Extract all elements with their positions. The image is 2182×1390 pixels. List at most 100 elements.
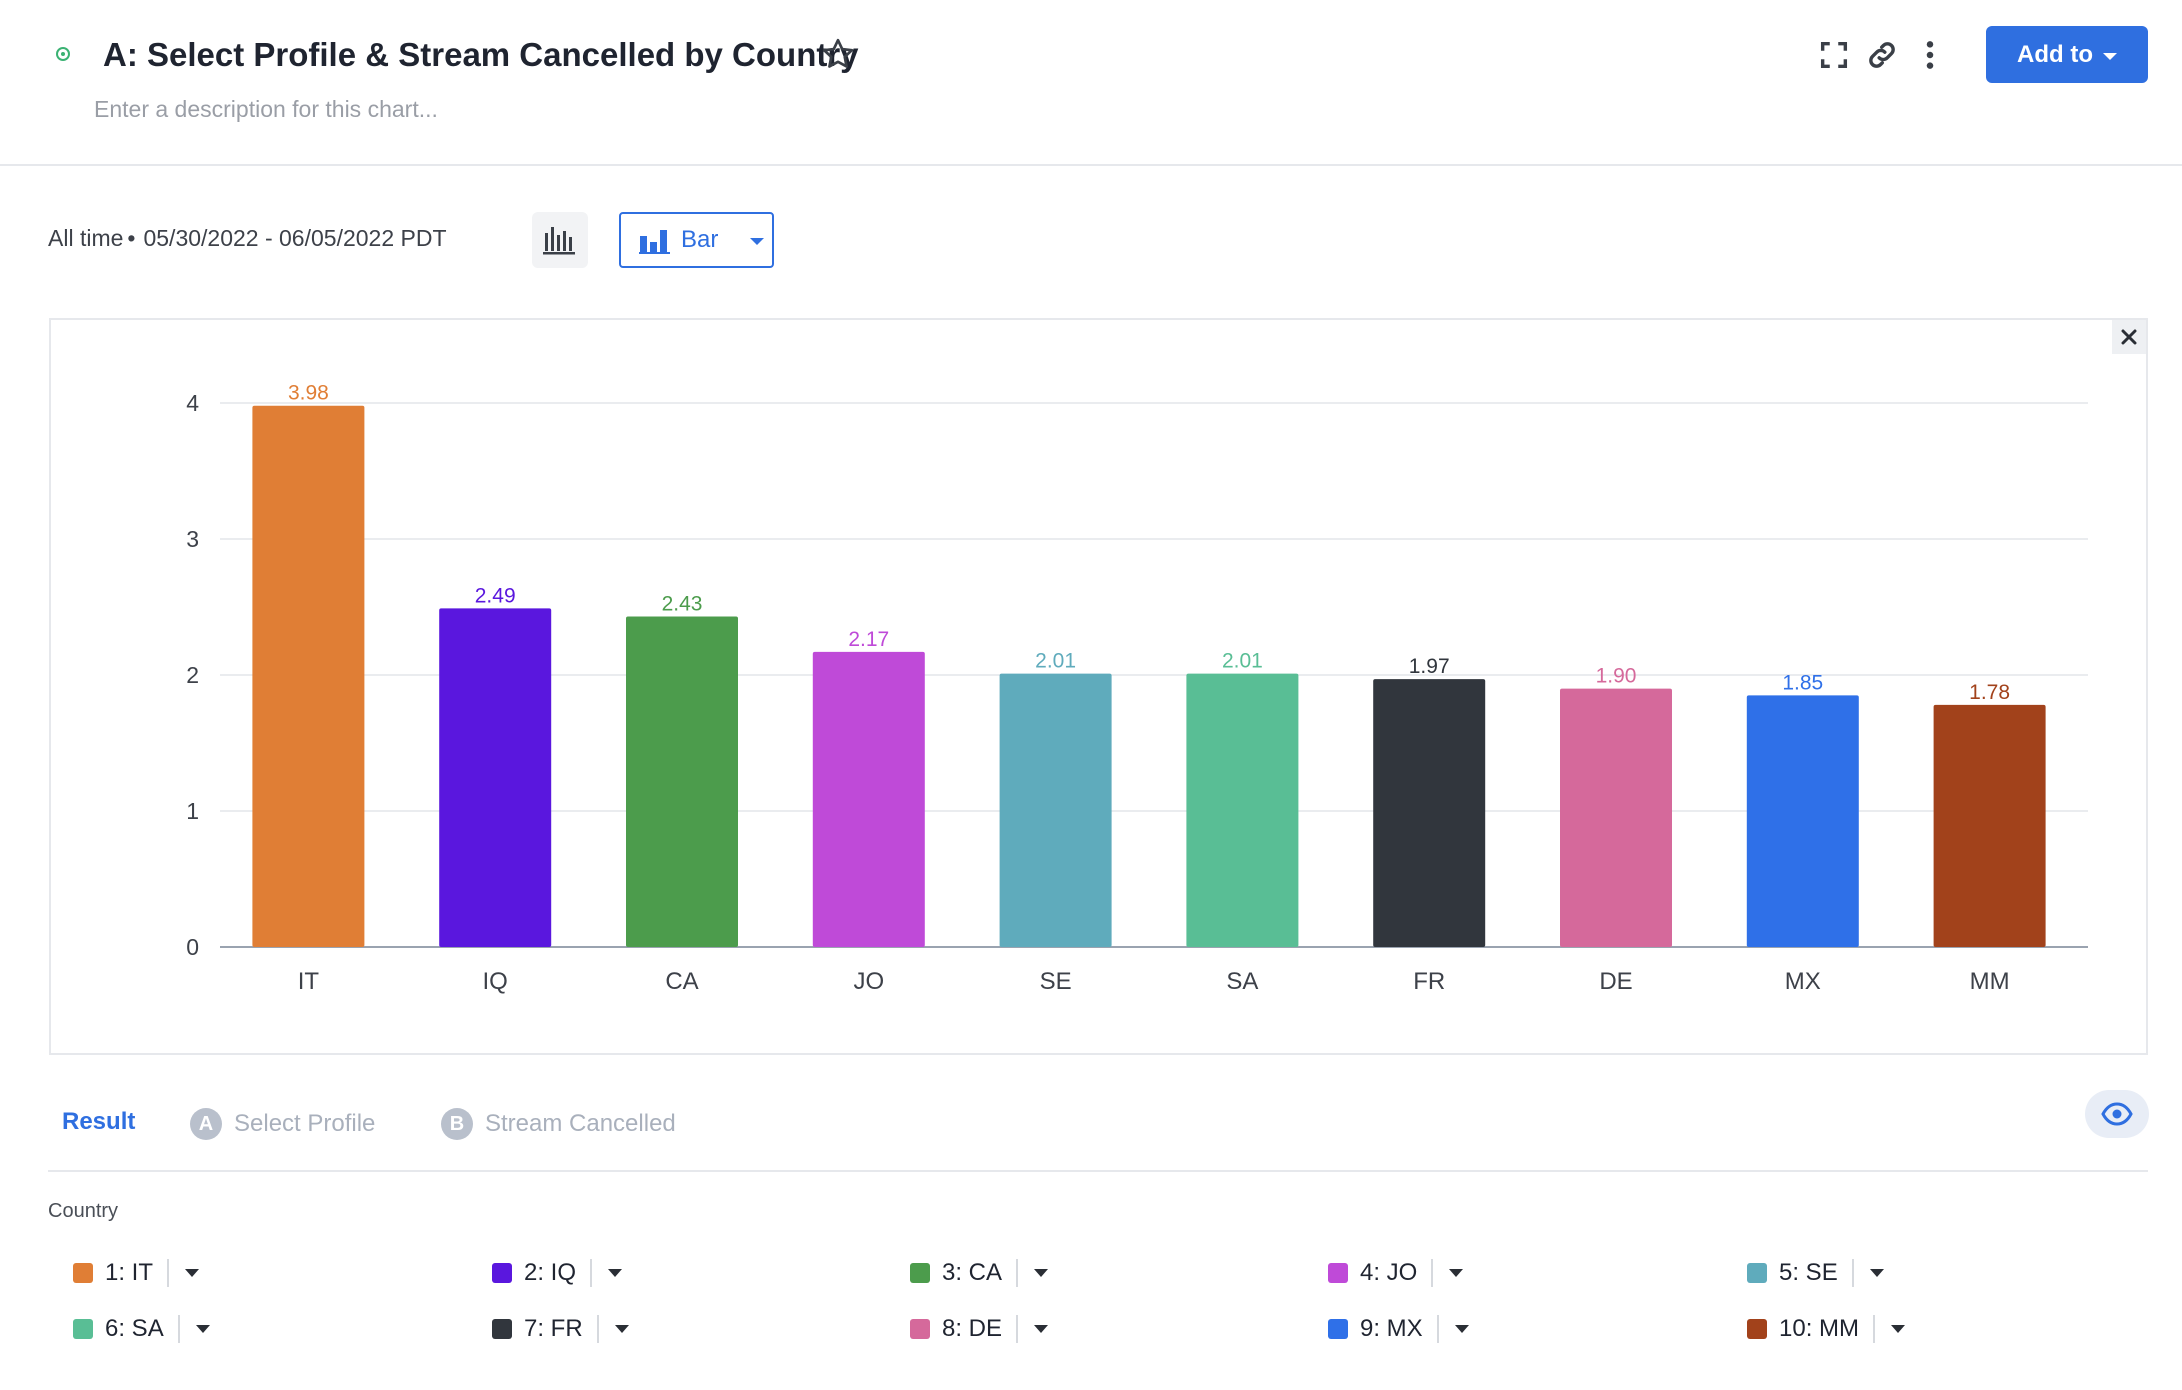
legend-item-label: 5: SE bbox=[1779, 1259, 1838, 1286]
tab-result[interactable]: Result bbox=[62, 1108, 135, 1136]
chevron-down-icon[interactable] bbox=[1454, 1325, 1469, 1333]
legend-swatch bbox=[492, 1319, 512, 1339]
legend-item[interactable]: 8: DE bbox=[910, 1315, 1049, 1343]
result-tabs: Result A Select Profile B Stream Cancell… bbox=[0, 1090, 2182, 1170]
chart-title[interactable]: A: Select Profile & Stream Cancelled by … bbox=[103, 36, 859, 73]
legend-item-label: 6: SA bbox=[105, 1315, 164, 1342]
section-divider bbox=[48, 1170, 2148, 1172]
legend-separator bbox=[1431, 1259, 1434, 1287]
close-icon bbox=[2121, 329, 2137, 345]
bar bbox=[1746, 695, 1859, 947]
legend-item-label: 9: MX bbox=[1360, 1315, 1423, 1342]
legend-title: Country bbox=[48, 1200, 119, 1222]
legend-separator bbox=[596, 1315, 599, 1343]
legend-item[interactable]: 7: FR bbox=[492, 1315, 629, 1343]
description-input[interactable]: Enter a description for this chart... bbox=[94, 96, 438, 122]
x-tick-label: JO bbox=[853, 968, 884, 995]
separator-dot: • bbox=[127, 225, 136, 251]
bar bbox=[252, 405, 365, 948]
legend-item[interactable]: 9: MX bbox=[1328, 1315, 1469, 1343]
legend-swatch bbox=[1328, 1263, 1348, 1283]
x-tick-label: CA bbox=[665, 968, 698, 995]
tab-stream-cancelled-label: Stream Cancelled bbox=[485, 1110, 676, 1137]
bar bbox=[1373, 679, 1486, 947]
tab-select-profile-label: Select Profile bbox=[234, 1110, 376, 1137]
chart-options-button[interactable] bbox=[532, 212, 588, 268]
legend-item-label: 2: IQ bbox=[524, 1259, 577, 1286]
tab-select-profile[interactable]: A Select Profile bbox=[190, 1108, 375, 1140]
data-label: 2.01 bbox=[1035, 650, 1076, 673]
chevron-down-icon[interactable] bbox=[614, 1325, 629, 1333]
tab-stream-cancelled[interactable]: B Stream Cancelled bbox=[441, 1108, 676, 1140]
data-label: 1.85 bbox=[1782, 671, 1823, 694]
legend-item-label: 8: DE bbox=[942, 1315, 1003, 1342]
data-label: 2.43 bbox=[662, 593, 703, 616]
legend-separator bbox=[1016, 1315, 1019, 1343]
more-options-icon[interactable] bbox=[1913, 38, 1947, 72]
bar bbox=[1560, 688, 1672, 947]
chevron-down-icon bbox=[750, 237, 765, 245]
legend-swatch bbox=[910, 1263, 930, 1283]
x-tick-label: DE bbox=[1599, 968, 1632, 995]
legend-item[interactable]: 3: CA bbox=[910, 1259, 1049, 1287]
x-tick-label: IT bbox=[298, 968, 320, 995]
chevron-down-icon[interactable] bbox=[185, 1269, 200, 1277]
chevron-down-icon[interactable] bbox=[1449, 1269, 1464, 1277]
legend-separator bbox=[1436, 1315, 1439, 1343]
chart-type-label: Bar bbox=[681, 226, 719, 253]
x-tick-label: MM bbox=[1970, 968, 2010, 995]
data-label: 2.49 bbox=[475, 584, 516, 607]
x-tick-label: FR bbox=[1413, 968, 1445, 995]
chevron-down-icon[interactable] bbox=[608, 1269, 623, 1277]
y-tick-label: 0 bbox=[186, 934, 199, 960]
bar bbox=[626, 616, 738, 947]
legend-item[interactable]: 6: SA bbox=[73, 1315, 210, 1343]
legend-separator bbox=[1851, 1259, 1854, 1287]
legend-swatch bbox=[492, 1263, 512, 1283]
legend-swatch bbox=[910, 1319, 930, 1339]
legend-item[interactable]: 2: IQ bbox=[492, 1259, 623, 1287]
chevron-down-icon[interactable] bbox=[1869, 1269, 1884, 1277]
data-label: 1.78 bbox=[1969, 681, 2010, 704]
legend-item-label: 1: IT bbox=[105, 1259, 154, 1286]
chevron-down-icon[interactable] bbox=[1034, 1325, 1049, 1333]
chevron-down-icon[interactable] bbox=[1034, 1269, 1049, 1277]
eye-icon bbox=[2101, 1102, 2133, 1126]
legend-item[interactable]: 5: SE bbox=[1747, 1259, 1884, 1287]
y-tick-label: 2 bbox=[186, 662, 199, 688]
event-a-badge: A bbox=[190, 1108, 222, 1140]
close-chart-button[interactable] bbox=[2112, 320, 2146, 354]
tab-result-label: Result bbox=[62, 1108, 136, 1135]
star-icon[interactable] bbox=[820, 36, 856, 72]
fullscreen-icon[interactable] bbox=[1817, 38, 1851, 72]
legend-item[interactable]: 1: IT bbox=[73, 1259, 200, 1287]
data-label: 1.90 bbox=[1596, 665, 1637, 688]
bar bbox=[1186, 673, 1299, 947]
legend-item-label: 7: FR bbox=[524, 1315, 583, 1342]
legend-separator bbox=[167, 1259, 170, 1287]
bar bbox=[999, 673, 1112, 947]
link-icon[interactable] bbox=[1865, 38, 1899, 72]
bar-chart-icon bbox=[639, 230, 670, 254]
legend-item[interactable]: 4: JO bbox=[1328, 1259, 1464, 1287]
date-range-selector[interactable]: All time • 05/30/2022 - 06/05/2022 PDT bbox=[48, 225, 447, 252]
legend-swatch bbox=[73, 1263, 93, 1283]
data-label: 2.17 bbox=[848, 628, 889, 651]
data-label: 2.01 bbox=[1222, 650, 1263, 673]
chevron-down-icon[interactable] bbox=[1891, 1325, 1906, 1333]
visibility-toggle-button[interactable] bbox=[2085, 1090, 2149, 1138]
legend-item-label: 10: MM bbox=[1779, 1315, 1860, 1342]
add-to-label: Add to bbox=[2017, 40, 2093, 68]
date-range-text: 05/30/2022 - 06/05/2022 PDT bbox=[143, 225, 447, 251]
bar bbox=[439, 608, 552, 947]
chevron-down-icon[interactable] bbox=[195, 1325, 210, 1333]
legend-swatch bbox=[1328, 1319, 1348, 1339]
x-tick-label: IQ bbox=[483, 968, 508, 995]
legend-item-label: 4: JO bbox=[1360, 1259, 1418, 1286]
legend-item[interactable]: 10: MM bbox=[1747, 1315, 1906, 1343]
y-tick-label: 1 bbox=[186, 798, 199, 824]
y-tick-label: 3 bbox=[186, 526, 199, 552]
chart-type-dropdown[interactable]: Bar bbox=[619, 212, 774, 268]
add-to-button[interactable]: Add to bbox=[1986, 26, 2148, 83]
legend-swatch bbox=[1747, 1319, 1767, 1339]
